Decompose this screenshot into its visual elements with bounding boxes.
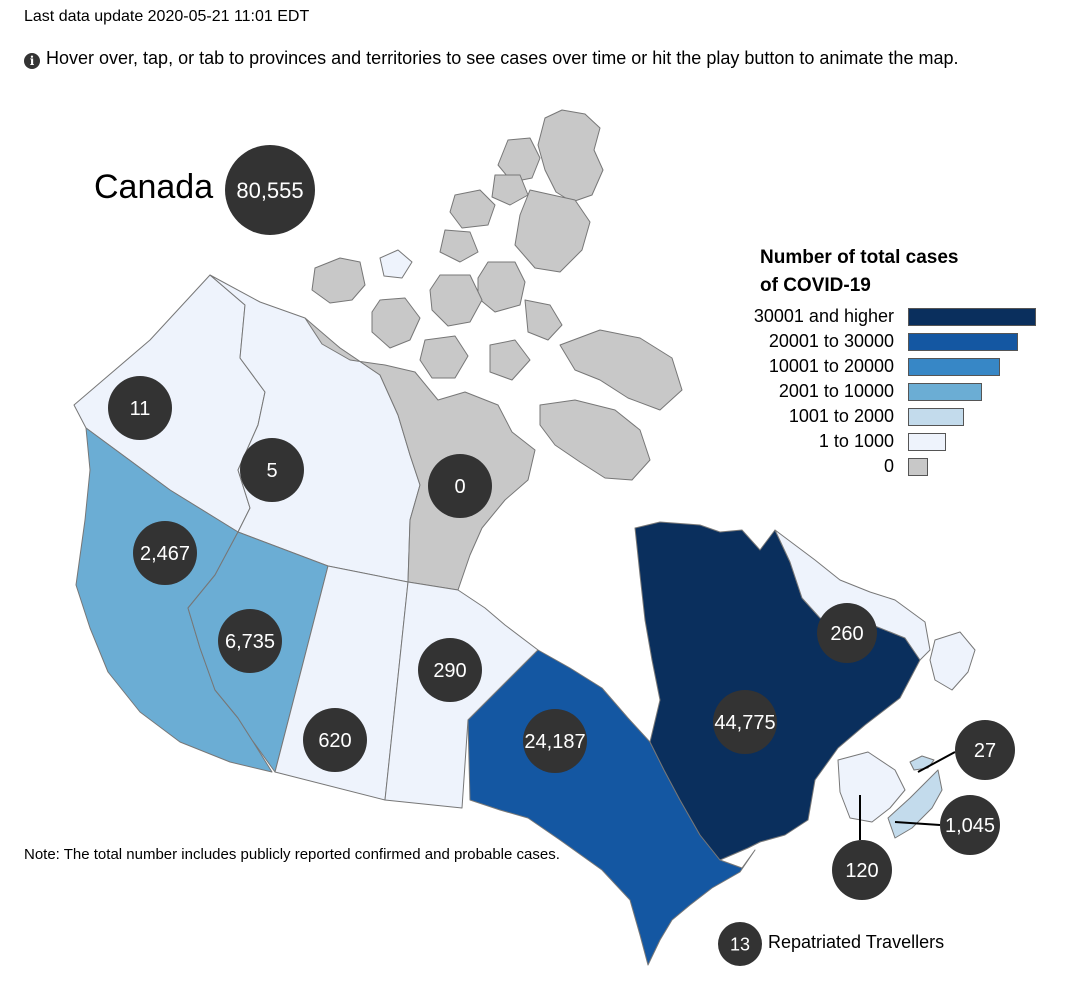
- canada-label: Canada: [94, 168, 214, 206]
- region-quebec[interactable]: [634, 521, 921, 861]
- region-saskatchewan-cases-label: 620: [318, 730, 351, 752]
- legend-label: 1001 to 2000: [788, 406, 894, 426]
- region-nova-scotia[interactable]: [887, 769, 943, 839]
- canada-total-bubble[interactable]: [225, 145, 315, 235]
- last-update-text: Last data update 2020-05-21 11:01 EDT: [24, 8, 310, 25]
- legend-label: 1 to 1000: [818, 431, 894, 451]
- leader-line-pei: [917, 751, 956, 773]
- region-nova-scotia-bubble[interactable]: [940, 795, 1000, 855]
- region-quebec-cases-label: 44,775: [714, 712, 775, 734]
- legend-swatch: [908, 458, 928, 476]
- info-icon: i: [24, 53, 40, 69]
- region-newfoundland-and-labrador-bubble[interactable]: [817, 603, 877, 663]
- legend-swatch: [908, 333, 1018, 351]
- region-ontario-bubble[interactable]: [523, 709, 587, 773]
- region-manitoba-bubble[interactable]: [418, 638, 482, 702]
- legend-title-line1: Number of total cases: [760, 247, 959, 268]
- legend-label: 20001 to 30000: [768, 331, 894, 351]
- legend-label: 30001 and higher: [753, 306, 894, 326]
- region-british-columbia-bubble[interactable]: [133, 521, 197, 585]
- region-saskatchewan-bubble[interactable]: [303, 708, 367, 772]
- repatriated-cases-label: 13: [730, 934, 750, 954]
- region-yukon-cases-label: 11: [130, 398, 151, 420]
- region-nunavut-cases-label: 0: [454, 476, 465, 498]
- region-prince-edward-island[interactable]: [909, 755, 935, 771]
- note-text: Note: The total number includes publicly…: [24, 846, 560, 863]
- instruction-text: i Hover over, tap, or tab to provinces an…: [24, 48, 958, 69]
- region-newfoundland-and-labrador[interactable]: [774, 529, 931, 661]
- region-nunavut-bubble[interactable]: [428, 454, 492, 518]
- legend-swatch: [908, 383, 982, 401]
- region-alberta-bubble[interactable]: [218, 609, 282, 673]
- legend-title: Number of total cases of COVID-19: [760, 244, 959, 300]
- arctic-archipelago: [311, 109, 683, 481]
- region-prince-edward-island-cases-label: 27: [974, 740, 996, 762]
- region-new-brunswick-bubble[interactable]: [832, 840, 892, 900]
- region-yukon-bubble[interactable]: [108, 376, 172, 440]
- case-bubbles: 80,555 11 5 0 2,467 6,735 620 290 24,187 44,775 26…: [108, 145, 1015, 966]
- canada-total-cases-label: 80,555: [236, 178, 303, 203]
- legend-title-line2: of COVID-19: [760, 275, 871, 296]
- legend-label: 0: [883, 456, 894, 476]
- region-nunavut[interactable]: [304, 317, 536, 591]
- region-northwest-territories-bubble[interactable]: [240, 438, 304, 502]
- region-newfoundland-island: [929, 631, 976, 691]
- region-nova-scotia-cases-label: 1,045: [945, 815, 995, 837]
- leader-line-nova-scotia: [894, 821, 941, 826]
- repatriated-label: Repatriated Travellers: [768, 932, 945, 952]
- region-newfoundland-and-labrador-cases-label: 260: [830, 623, 863, 645]
- legend-label: 10001 to 20000: [768, 356, 894, 376]
- region-prince-edward-island-bubble[interactable]: [955, 720, 1015, 780]
- instruction-label: Hover over, tap, or tab to provinces and…: [46, 48, 959, 68]
- legend-label: 2001 to 10000: [778, 381, 894, 401]
- repatriated-bubble[interactable]: [718, 922, 762, 966]
- region-new-brunswick[interactable]: [837, 751, 906, 823]
- region-northwest-territories-cases-label: 5: [266, 460, 277, 482]
- legend-swatch: [908, 358, 1000, 376]
- legend-swatch: [908, 308, 1036, 326]
- legend-swatch: [908, 433, 946, 451]
- arctic-island-small: [379, 249, 413, 279]
- region-manitoba-cases-label: 290: [433, 660, 466, 682]
- region-british-columbia-cases-label: 2,467: [140, 543, 190, 565]
- region-quebec-bubble[interactable]: [713, 690, 777, 754]
- region-ontario-cases-label: 24,187: [524, 731, 585, 753]
- region-alberta-cases-label: 6,735: [225, 631, 275, 653]
- region-new-brunswick-cases-label: 120: [845, 860, 878, 882]
- legend-swatch: [908, 408, 964, 426]
